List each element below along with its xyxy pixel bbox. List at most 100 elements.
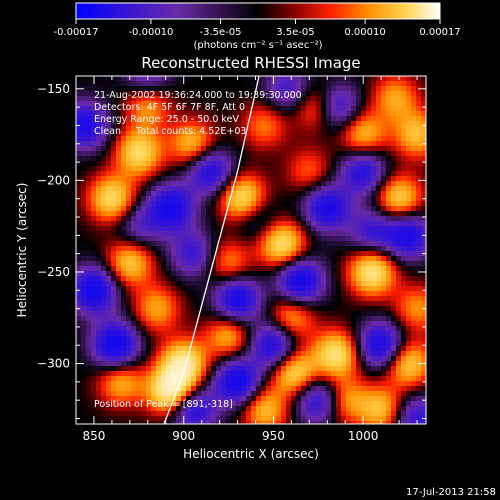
heatmap-cell (251, 206, 256, 211)
heatmap-cell (316, 91, 321, 96)
heatmap-cell (146, 171, 151, 176)
heatmap-cell (136, 196, 141, 201)
heatmap-cell (146, 261, 151, 266)
heatmap-cell (226, 246, 231, 251)
heatmap-cell (406, 416, 411, 421)
heatmap-cell (316, 361, 321, 366)
heatmap-cell (206, 211, 211, 216)
heatmap-cell (401, 171, 406, 176)
heatmap-cell (161, 191, 166, 196)
heatmap-cell (221, 81, 226, 86)
heatmap-cell (76, 231, 81, 236)
heatmap-cell (131, 361, 136, 366)
heatmap-cell (291, 101, 296, 106)
heatmap-cell (206, 251, 211, 256)
heatmap-cell (351, 401, 356, 406)
heatmap-cell (196, 106, 201, 111)
heatmap-cell (281, 86, 286, 91)
heatmap-cell (251, 331, 256, 336)
heatmap-cell (266, 396, 271, 401)
heatmap-cell (401, 311, 406, 316)
heatmap-cell (406, 396, 411, 401)
heatmap-cell (166, 221, 171, 226)
heatmap-cell (246, 91, 251, 96)
heatmap-cell (106, 366, 111, 371)
heatmap-cell (201, 241, 206, 246)
heatmap-cell (121, 171, 126, 176)
heatmap-cell (76, 276, 81, 281)
heatmap-cell (311, 266, 316, 271)
heatmap-cell (396, 416, 401, 421)
heatmap-cell (281, 386, 286, 391)
heatmap-cell (256, 396, 261, 401)
heatmap-cell (111, 391, 116, 396)
heatmap-cell (326, 126, 331, 131)
heatmap-cell (201, 96, 206, 101)
heatmap-cell (166, 216, 171, 221)
heatmap-cell (316, 316, 321, 321)
heatmap-cell (366, 306, 371, 311)
heatmap-cell (306, 181, 311, 186)
heatmap-cell (311, 421, 316, 424)
heatmap-cell (381, 241, 386, 246)
heatmap-cell (236, 311, 241, 316)
heatmap-cell (231, 316, 236, 321)
heatmap-cell (356, 311, 361, 316)
heatmap-cell (306, 281, 311, 286)
heatmap-cell (311, 231, 316, 236)
heatmap-cell (111, 251, 116, 256)
heatmap-cell (331, 211, 336, 216)
heatmap-cell (81, 126, 86, 131)
heatmap-cell (346, 226, 351, 231)
heatmap-cell (146, 91, 151, 96)
heatmap-cell (236, 301, 241, 306)
heatmap-cell (336, 291, 341, 296)
heatmap-cell (76, 326, 81, 331)
heatmap-cell (391, 181, 396, 186)
heatmap-cell (206, 311, 211, 316)
heatmap-cell (181, 401, 186, 406)
heatmap-cell (306, 81, 311, 86)
heatmap-cell (356, 361, 361, 366)
heatmap-cell (281, 266, 286, 271)
heatmap-cell (321, 126, 326, 131)
heatmap-cell (221, 76, 226, 81)
heatmap-cell (151, 326, 156, 331)
heatmap-cell (91, 331, 96, 336)
heatmap-cell (356, 351, 361, 356)
heatmap-cell (346, 96, 351, 101)
heatmap-cell (116, 411, 121, 416)
heatmap-cell (216, 126, 221, 131)
heatmap-cell (76, 341, 81, 346)
heatmap-cell (216, 106, 221, 111)
heatmap-cell (411, 221, 416, 226)
heatmap-cell (206, 361, 211, 366)
heatmap-cell (321, 276, 326, 281)
heatmap-cell (186, 136, 191, 141)
heatmap-cell (151, 341, 156, 346)
heatmap-cell (361, 291, 366, 296)
heatmap-cell (216, 336, 221, 341)
heatmap-cell (391, 86, 396, 91)
heatmap-cell (246, 326, 251, 331)
heatmap-cell (136, 316, 141, 321)
heatmap-cell (191, 331, 196, 336)
heatmap-cell (136, 171, 141, 176)
heatmap-cell (291, 356, 296, 361)
heatmap-cell (361, 191, 366, 196)
heatmap-cell (416, 346, 421, 351)
heatmap-cell (246, 151, 251, 156)
heatmap-cell (81, 146, 86, 151)
heatmap-cell (241, 291, 246, 296)
heatmap-cell (336, 251, 341, 256)
heatmap-cell (361, 381, 366, 386)
heatmap-cell (166, 286, 171, 291)
heatmap-cell (81, 301, 86, 306)
heatmap-cell (146, 166, 151, 171)
heatmap-cell (281, 301, 286, 306)
heatmap-cell (371, 121, 376, 126)
heatmap-cell (316, 211, 321, 216)
heatmap-cell (261, 366, 266, 371)
heatmap-cell (421, 341, 426, 346)
heatmap-cell (341, 326, 346, 331)
